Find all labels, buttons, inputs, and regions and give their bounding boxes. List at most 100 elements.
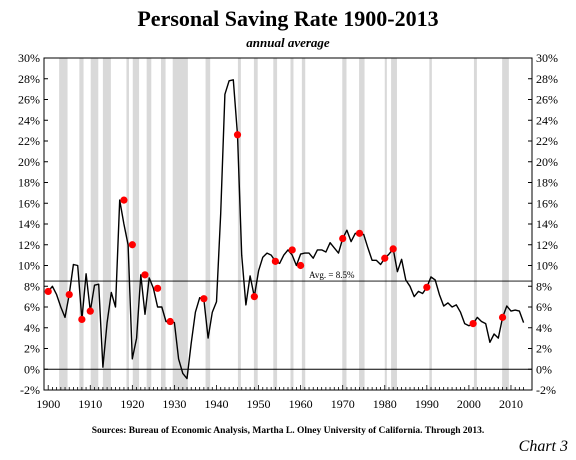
y-tick-label-left: 0% <box>24 362 40 376</box>
x-tick-label: 1930 <box>162 397 186 411</box>
y-tick-label-right: 0% <box>536 362 552 376</box>
y-tick-label-right: 28% <box>536 72 558 86</box>
y-tick-label-right: 16% <box>536 196 558 210</box>
y-tick-label-right: 22% <box>536 134 558 148</box>
y-tick-label-left: 22% <box>18 134 40 148</box>
y-tick-label-left: 2% <box>24 342 40 356</box>
recession-band <box>342 58 347 390</box>
highlight-point <box>271 257 279 265</box>
y-tick-label-right: 10% <box>536 259 558 273</box>
x-tick-label: 1970 <box>331 397 355 411</box>
recession-band <box>126 58 129 390</box>
average-label: Avg. = 8.5% <box>309 270 355 280</box>
x-tick-label: 1980 <box>373 397 397 411</box>
highlight-point <box>233 131 242 139</box>
plot-frame <box>43 57 533 391</box>
recession-band <box>59 58 68 390</box>
x-tick-label: 1920 <box>120 397 144 411</box>
y-tick-label-right: 12% <box>536 238 558 252</box>
recession-band <box>205 58 211 390</box>
highlight-point <box>355 229 364 237</box>
highlight-point <box>141 271 149 279</box>
highlight-point <box>288 246 296 254</box>
average-line-group: Avg. = 8.5% <box>44 270 532 282</box>
y-tick-label-left: 16% <box>18 196 40 210</box>
recession-band <box>473 58 477 390</box>
y-tick-label-right: 18% <box>536 176 558 190</box>
recession-band <box>132 58 140 390</box>
highlight-point <box>381 254 389 262</box>
x-tick-label: 1950 <box>247 397 271 411</box>
recession-band <box>237 58 241 390</box>
recession-band <box>273 58 278 390</box>
recession-band <box>146 58 152 390</box>
highlight-point <box>65 290 73 299</box>
y-tick-label-left: 24% <box>18 113 40 127</box>
highlight-point <box>389 245 397 253</box>
recession-band <box>172 58 188 390</box>
y-tick-label-left: 14% <box>18 217 40 231</box>
highlight-points <box>44 131 507 328</box>
y-tick-label-right: 2% <box>536 342 552 356</box>
highlight-point <box>469 320 477 328</box>
recession-band <box>253 58 258 390</box>
recession-band <box>429 58 432 390</box>
source-note: Sources: Bureau of Economic Analysis, Ma… <box>91 426 485 436</box>
chart-number-label: Chart 3 <box>518 438 568 455</box>
highlight-point <box>423 283 431 291</box>
y-tick-label-left: 20% <box>18 155 40 169</box>
highlight-point <box>339 234 347 243</box>
recession-band <box>102 58 111 390</box>
recession-band <box>384 58 387 390</box>
highlight-point <box>297 261 305 270</box>
series-group <box>47 79 525 380</box>
y-tick-label-left: -2% <box>20 383 40 397</box>
y-tick-label-left: 18% <box>18 176 40 190</box>
y-tick-label-left: 8% <box>24 279 40 293</box>
y-tick-label-right: 24% <box>536 113 558 127</box>
highlight-point <box>120 196 128 204</box>
y-tick-label-right: 14% <box>536 217 558 231</box>
y-tick-label-right: 6% <box>536 300 552 314</box>
recession-band <box>290 58 294 390</box>
y-tick-label-right: 8% <box>536 279 552 293</box>
recession-shading <box>59 58 509 390</box>
saving-rate-line <box>47 79 525 380</box>
x-tick-label: 1900 <box>36 397 60 411</box>
highlight-point <box>153 284 162 292</box>
highlight-point <box>250 293 258 301</box>
x-tick-label: 1990 <box>415 397 439 411</box>
y-tick-label-right: -2% <box>536 383 556 397</box>
highlight-point <box>128 241 136 249</box>
x-tick-label: 1940 <box>204 397 228 411</box>
highlight-point <box>498 313 507 321</box>
highlight-point <box>44 287 52 296</box>
recession-band <box>359 58 365 390</box>
y-tick-label-right: 26% <box>536 93 558 107</box>
y-tick-label-left: 28% <box>18 72 40 86</box>
y-tick-label-right: 20% <box>536 155 558 169</box>
recession-band <box>391 58 397 390</box>
chart-title: Personal Saving Rate 1900-2013 <box>137 6 439 31</box>
highlight-point <box>166 317 174 326</box>
y-tick-label-left: 6% <box>24 300 40 314</box>
y-tick-label-left: 4% <box>24 321 40 335</box>
y-tick-label-left: 10% <box>18 259 40 273</box>
recession-band <box>160 58 166 390</box>
y-tick-label-right: 30% <box>536 51 558 65</box>
recession-band <box>90 58 99 390</box>
y-tick-label-left: 30% <box>18 51 40 65</box>
plot-border <box>43 57 533 391</box>
x-tick-label: 1910 <box>78 397 102 411</box>
highlight-point <box>200 295 208 303</box>
highlight-point <box>86 307 94 315</box>
y-tick-label-right: 4% <box>536 321 552 335</box>
y-axis-right: -2% 0% 2% 4% 6% 8% 10% 12% 14% 16% 18% 20% 22% 24% 26%… <box>528 51 558 397</box>
chart-subtitle: annual average <box>246 35 330 50</box>
y-tick-label-left: 26% <box>18 93 40 107</box>
y-axis-left: -2% 0% 2% 4% 6% 8% 10% 12% 14% 16% 18% 20% 22% 24% 26%… <box>18 51 48 397</box>
recession-band <box>79 58 84 390</box>
highlight-point <box>78 315 86 324</box>
